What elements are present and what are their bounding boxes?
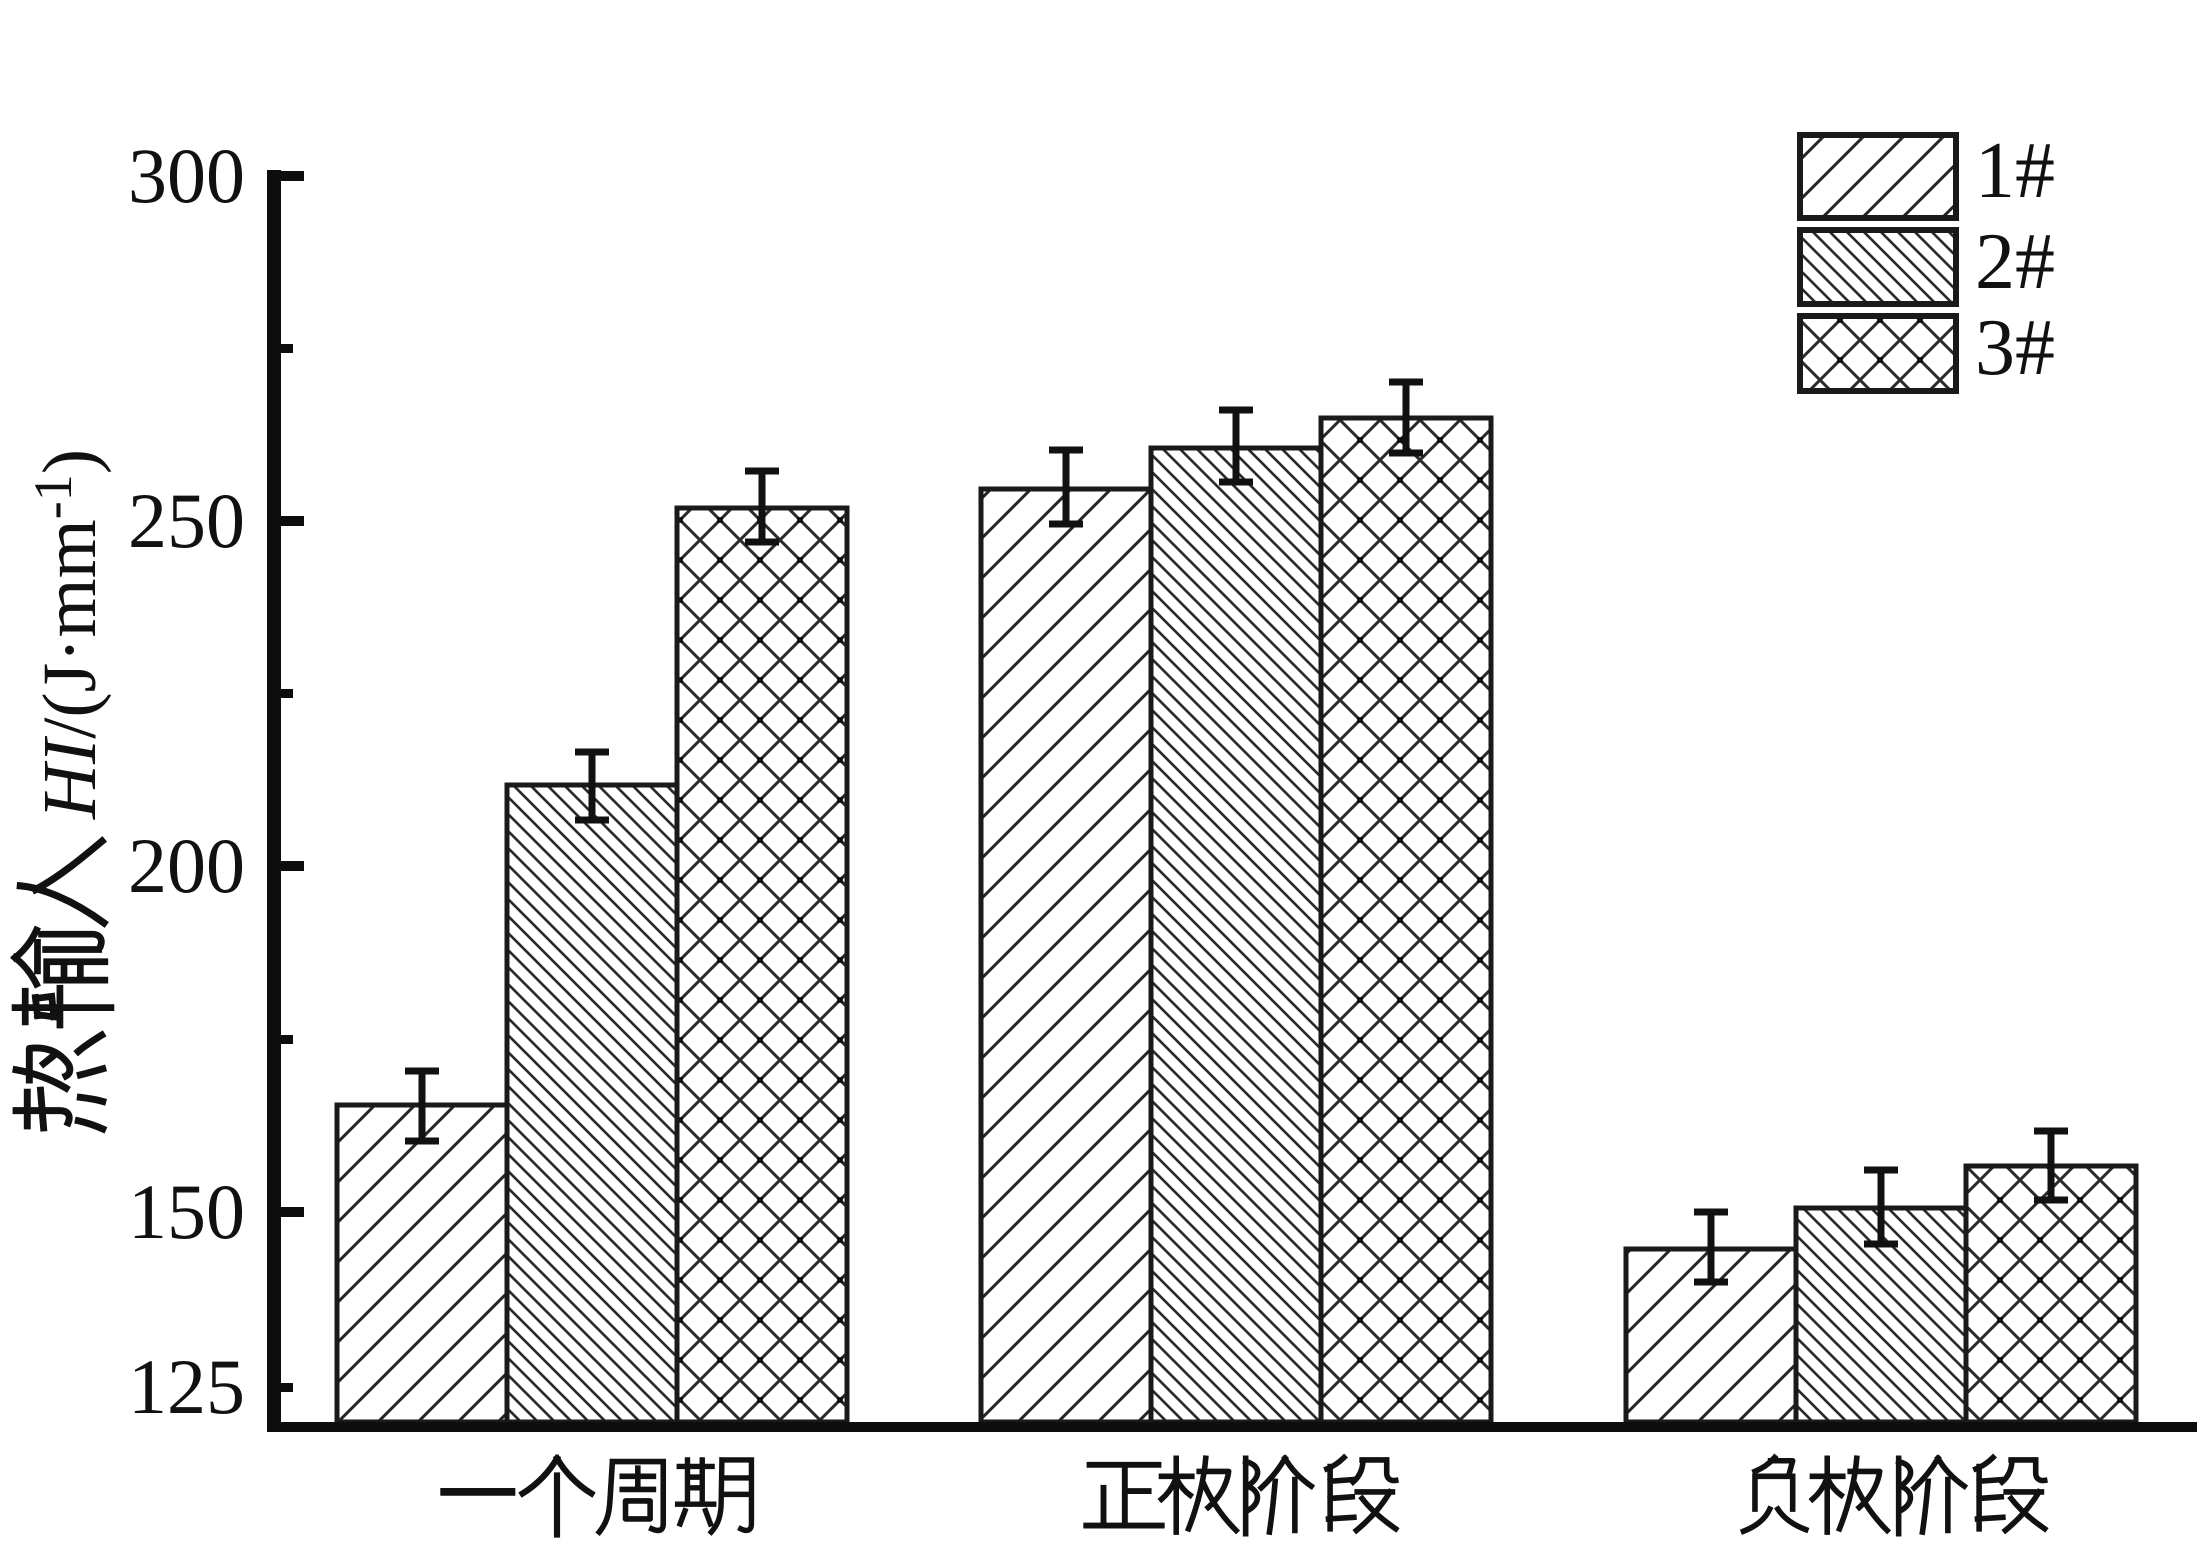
svg-text:3#: 3# [1975, 304, 2055, 392]
svg-text:125: 125 [128, 1343, 245, 1430]
svg-text:300: 300 [128, 132, 245, 219]
svg-text:250: 250 [128, 477, 245, 564]
svg-text:1#: 1# [1975, 127, 2055, 215]
svg-text:200: 200 [128, 822, 245, 909]
svg-text:150: 150 [128, 1168, 245, 1255]
svg-text:2#: 2# [1975, 218, 2055, 306]
